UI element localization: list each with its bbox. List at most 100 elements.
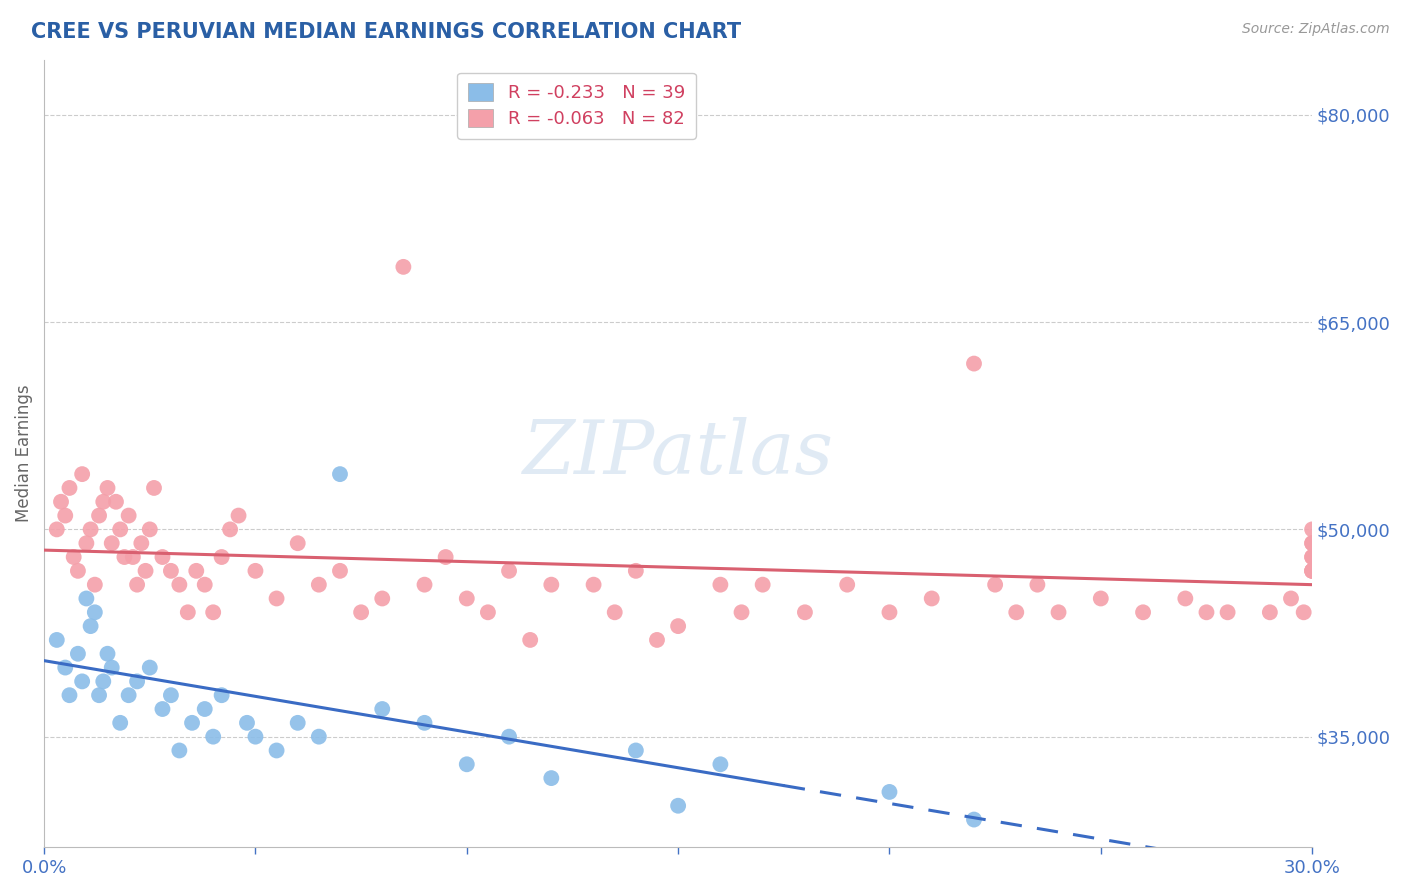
Point [456,591,478,606]
Point [1301,549,1323,564]
Point [104,495,127,509]
Point [666,798,689,813]
Point [91,674,114,689]
Point [287,715,309,730]
Point [1026,577,1049,591]
Point [53,660,76,674]
Point [112,549,135,564]
Point [984,577,1007,591]
Point [498,730,520,744]
Point [83,577,105,591]
Point [709,577,731,591]
Point [75,536,97,550]
Point [793,605,815,619]
Point [1174,591,1197,606]
Point [1301,564,1323,578]
Point [413,577,436,591]
Y-axis label: Median Earnings: Median Earnings [15,384,32,522]
Text: ZIPatlas: ZIPatlas [523,417,834,490]
Point [603,605,626,619]
Point [879,605,901,619]
Point [186,564,208,578]
Point [127,674,149,689]
Point [45,632,67,647]
Point [666,619,689,633]
Point [245,564,267,578]
Point [117,508,139,523]
Point [177,605,200,619]
Point [122,549,145,564]
Point [169,743,191,757]
Point [194,577,217,591]
Legend: R = -0.233   N = 39, R = -0.063   N = 82: R = -0.233 N = 39, R = -0.063 N = 82 [457,72,696,139]
Point [62,549,84,564]
Point [70,467,93,482]
Point [96,647,118,661]
Point [645,632,668,647]
Point [1301,536,1323,550]
Point [96,481,118,495]
Point [228,508,250,523]
Point [1301,564,1323,578]
Point [58,481,80,495]
Point [1216,605,1239,619]
Point [1195,605,1218,619]
Point [202,730,225,744]
Point [131,536,153,550]
Point [152,702,174,716]
Point [160,564,183,578]
Point [329,564,352,578]
Point [730,605,752,619]
Point [266,743,288,757]
Point [87,508,110,523]
Point [1090,591,1112,606]
Point [751,577,773,591]
Point [160,688,183,702]
Point [152,549,174,564]
Point [139,522,162,536]
Point [287,536,309,550]
Point [108,522,131,536]
Point [1005,605,1028,619]
Point [879,785,901,799]
Point [211,549,233,564]
Point [135,564,157,578]
Point [70,674,93,689]
Point [66,647,89,661]
Point [1292,605,1315,619]
Point [624,564,647,578]
Point [963,357,986,371]
Point [434,549,457,564]
Point [79,522,101,536]
Point [837,577,859,591]
Point [108,715,131,730]
Point [66,564,89,578]
Point [540,771,562,785]
Point [1301,549,1323,564]
Point [58,688,80,702]
Point [1279,591,1302,606]
Point [1258,605,1281,619]
Point [75,591,97,606]
Point [194,702,217,716]
Point [540,577,562,591]
Point [329,467,352,482]
Point [1132,605,1154,619]
Text: CREE VS PERUVIAN MEDIAN EARNINGS CORRELATION CHART: CREE VS PERUVIAN MEDIAN EARNINGS CORRELA… [31,22,741,42]
Point [413,715,436,730]
Point [371,591,394,606]
Point [100,660,122,674]
Point [477,605,499,619]
Point [236,715,259,730]
Point [245,730,267,744]
Point [181,715,204,730]
Point [211,688,233,702]
Point [498,564,520,578]
Point [371,702,394,716]
Point [1301,536,1323,550]
Point [169,577,191,591]
Point [266,591,288,606]
Point [49,495,72,509]
Point [219,522,242,536]
Point [350,605,373,619]
